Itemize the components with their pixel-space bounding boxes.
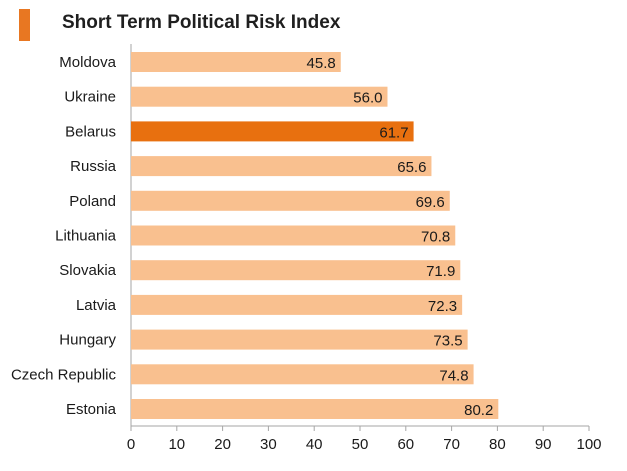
category-label: Slovakia xyxy=(59,262,116,279)
data-label: 65.6 xyxy=(397,159,426,176)
x-tick-label: 100 xyxy=(576,436,601,453)
data-label: 45.8 xyxy=(307,55,336,72)
bar-russia xyxy=(131,156,432,177)
bar-hungary xyxy=(131,329,468,350)
bar-ukraine xyxy=(131,86,388,107)
bar-estonia xyxy=(131,399,499,419)
x-tick-label: 70 xyxy=(443,436,460,453)
title-accent-bar xyxy=(19,9,30,41)
category-label: Belarus xyxy=(65,123,116,140)
bar-lithuania xyxy=(131,225,456,246)
data-label: 69.6 xyxy=(416,194,445,211)
chart-title: Short Term Political Risk Index xyxy=(62,12,341,33)
x-tick-label: 80 xyxy=(489,436,506,453)
category-label: Lithuania xyxy=(55,228,117,245)
x-tick-label: 20 xyxy=(214,436,231,453)
category-label: Hungary xyxy=(59,332,116,349)
bar-poland xyxy=(131,190,450,211)
category-label: Czech Republic xyxy=(11,366,117,383)
x-tick-label: 30 xyxy=(260,436,277,453)
data-label: 74.8 xyxy=(439,367,468,384)
data-label: 61.7 xyxy=(379,124,408,141)
data-label: 71.9 xyxy=(426,263,455,280)
category-label: Poland xyxy=(69,193,116,210)
bar-slovakia xyxy=(131,260,461,281)
bar-latvia xyxy=(131,294,463,315)
x-tick-label: 10 xyxy=(168,436,185,453)
x-tick-label: 50 xyxy=(352,436,369,453)
category-label: Latvia xyxy=(76,297,117,314)
bar-moldova xyxy=(131,52,341,72)
data-label: 80.2 xyxy=(464,402,493,419)
category-label: Ukraine xyxy=(64,89,116,106)
data-label: 70.8 xyxy=(421,229,450,246)
x-tick-label: 90 xyxy=(535,436,552,453)
bar-belarus xyxy=(131,121,414,142)
category-label: Estonia xyxy=(66,401,117,418)
category-label: Russia xyxy=(70,158,117,175)
data-label: 73.5 xyxy=(433,333,462,350)
x-tick-label: 0 xyxy=(127,436,135,453)
x-tick-label: 40 xyxy=(306,436,323,453)
category-label: Moldova xyxy=(59,54,116,71)
data-label: 56.0 xyxy=(353,90,382,107)
x-tick-label: 60 xyxy=(397,436,414,453)
bar-czech-republic xyxy=(131,364,474,385)
data-label: 72.3 xyxy=(428,298,457,315)
